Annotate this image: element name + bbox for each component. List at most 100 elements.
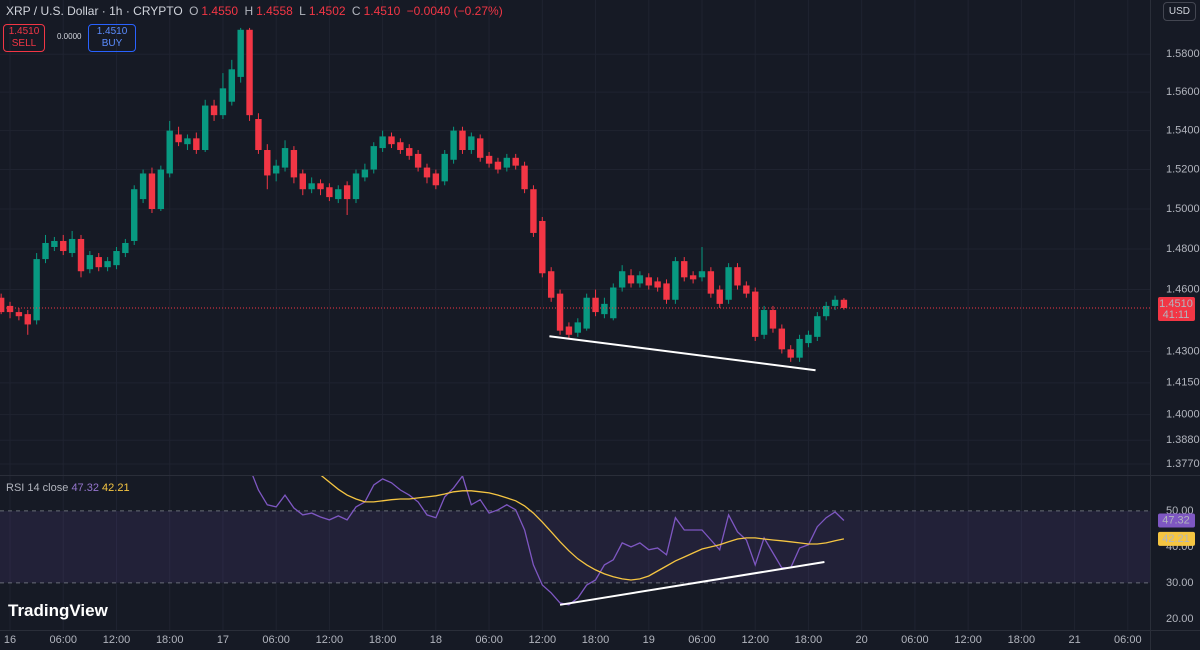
candle-body	[68, 238, 76, 254]
y-tick-label: 1.5000	[1166, 203, 1200, 215]
candle-body	[397, 142, 404, 151]
candle-body	[86, 255, 94, 270]
candle-body	[414, 153, 422, 168]
candle-body	[33, 259, 40, 321]
trendline	[549, 335, 816, 372]
rsi-value-box	[1158, 513, 1195, 528]
candle-body	[539, 220, 546, 274]
y-tick-label: 1.5800	[1166, 48, 1200, 60]
candle-body	[361, 169, 369, 178]
x-tick-label: 06:00	[688, 634, 716, 646]
candle-body	[450, 130, 457, 160]
x-tick-label: 18:00	[156, 634, 184, 646]
candle-body	[565, 326, 573, 335]
x-tick-label: 19	[643, 634, 655, 646]
low-label: L	[299, 4, 306, 18]
candle-body	[530, 189, 537, 233]
x-tick-label: 18:00	[1008, 634, 1036, 646]
candle-body	[556, 293, 564, 331]
x-tick-label: 06:00	[262, 634, 290, 646]
x-tick-label: 06:00	[901, 634, 929, 646]
candle-body	[778, 328, 786, 350]
low-value: 1.4502	[308, 4, 346, 18]
x-tick-label: 06:00	[475, 634, 503, 646]
close-value: 1.4510	[363, 4, 401, 18]
candle-body	[503, 157, 511, 168]
candle-body	[139, 173, 147, 200]
rsi-tick-label: 30.00	[1166, 577, 1194, 589]
candle-body	[796, 338, 803, 358]
x-tick-label: 12:00	[316, 634, 344, 646]
axes: 16 06:00 12:00 18:00 17 06:00 12:00 18:00 18 06:0…	[4, 48, 1200, 646]
candle-body	[477, 138, 484, 158]
candle-body	[228, 69, 236, 102]
y-tick-label: 1.4600	[1166, 283, 1200, 295]
x-tick-label: 20	[856, 634, 868, 646]
close-label: C	[351, 4, 361, 18]
candle-body	[432, 173, 440, 186]
rsi-title: RSI 14 close	[6, 482, 69, 494]
x-tick-label: 06:00	[49, 634, 77, 646]
y-tick-label: 1.3880	[1166, 434, 1200, 446]
candle-body	[423, 167, 431, 178]
candle-body	[281, 148, 289, 168]
candle-body	[672, 261, 679, 300]
candle-body	[24, 314, 31, 325]
candle-body	[610, 287, 617, 319]
candle-body	[601, 303, 608, 315]
rsi-value-label: 47.32	[1162, 514, 1190, 526]
symbol-title[interactable]: XRP / U.S. Dollar · 1h · CRYPTO	[6, 4, 183, 18]
spread: 0.0000	[57, 32, 82, 41]
candle-body	[352, 173, 360, 200]
candle-body	[406, 148, 413, 156]
candle-body	[60, 240, 67, 252]
rsi-band	[0, 510, 1150, 583]
candle-body	[184, 138, 191, 145]
buy-price: 1.4510	[96, 26, 128, 37]
rsi-legend: RSI 14 close 47.32 42.21	[6, 482, 130, 494]
candle-body	[689, 275, 697, 280]
candle-body	[148, 173, 156, 210]
candle-body	[113, 251, 120, 266]
sell-label: SELL	[11, 38, 37, 49]
high-value: 1.4558	[256, 4, 293, 18]
y-tick-label: 1.4000	[1166, 408, 1200, 420]
candle-body	[299, 173, 306, 190]
symbol-header: XRP / U.S. Dollar · 1h · CRYPTO O 1.4550 …	[6, 4, 506, 18]
x-tick-label: 21	[1068, 634, 1080, 646]
candle-body	[805, 334, 812, 344]
currency-button[interactable]: USD	[1162, 2, 1196, 21]
candle-body	[468, 136, 475, 151]
candle-body	[636, 275, 644, 284]
candle-body	[494, 161, 502, 170]
logo: TradingView	[8, 601, 108, 620]
main-pane	[0, 0, 1150, 475]
high-label: H	[244, 4, 254, 18]
candle-body	[0, 297, 5, 313]
candle-body	[343, 185, 351, 200]
rsi-value-box	[1158, 531, 1195, 546]
y-tick-label: 1.5200	[1166, 163, 1200, 175]
x-tick-label: 12:00	[741, 634, 769, 646]
x-tick-label: 12:00	[103, 634, 131, 646]
candle-body	[822, 305, 830, 317]
x-tick-label: 12:00	[529, 634, 557, 646]
candle-body	[219, 88, 227, 116]
candle-body	[104, 261, 111, 268]
x-tick-label: 17	[217, 634, 229, 646]
candle-body	[77, 238, 85, 272]
sell-price: 1.4510	[8, 26, 40, 37]
candle-body	[645, 277, 652, 286]
candle-body	[95, 257, 102, 268]
sell-button[interactable]: 1.4510 SELL	[3, 24, 45, 52]
candle-body	[707, 271, 715, 294]
x-tick-label: 18	[430, 634, 442, 646]
rsi-pane	[0, 476, 1150, 630]
candle-body	[166, 130, 173, 174]
y-tick-label: 1.5600	[1166, 86, 1200, 98]
buy-button[interactable]: 1.4510 BUY	[88, 24, 136, 52]
candle-body	[370, 146, 377, 170]
candle-body	[272, 165, 280, 174]
last-price-label: 1.4510	[1159, 298, 1193, 310]
change: −0.0040 (−0.27%)	[406, 4, 503, 18]
